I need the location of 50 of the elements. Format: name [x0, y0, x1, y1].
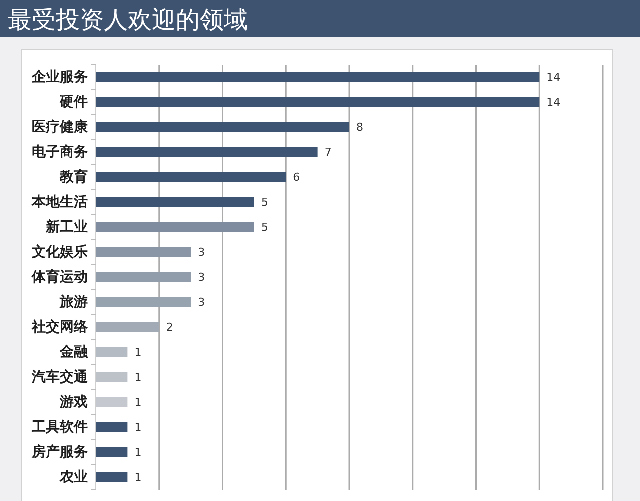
y-tick-label: 社交网络	[31, 318, 89, 336]
bar	[96, 98, 540, 108]
data-label: 1	[134, 371, 142, 384]
y-tick-label: 体育运动	[31, 268, 88, 286]
bar	[96, 198, 254, 208]
y-tick-label: 工具软件	[31, 420, 88, 436]
data-label: 1	[134, 446, 142, 459]
data-label: 5	[261, 196, 268, 209]
bar	[96, 222, 254, 232]
data-label: 1	[134, 471, 142, 484]
y-tick-label: 文化娱乐	[31, 244, 88, 260]
data-label: 5	[261, 221, 268, 234]
bar	[96, 72, 540, 82]
data-label: 3	[198, 271, 206, 284]
data-label: 3	[198, 246, 206, 259]
bar	[96, 472, 128, 482]
bar	[96, 348, 128, 358]
data-label: 14	[546, 71, 561, 84]
y-tick-label: 旅游	[59, 294, 88, 310]
bar	[96, 172, 286, 182]
data-label: 2	[166, 321, 174, 334]
bar	[96, 422, 128, 432]
y-tick-label: 金融	[59, 344, 89, 360]
bar	[96, 372, 128, 382]
y-tick-label: 教育	[59, 168, 88, 186]
data-label: 1	[134, 396, 142, 409]
y-tick-label: 农业	[59, 470, 88, 486]
y-tick-label: 游戏	[59, 394, 88, 410]
y-tick-label: 本地生活	[31, 194, 88, 210]
y-tick-label: 医疗健康	[32, 118, 89, 136]
y-tick-label: 新工业	[45, 218, 88, 236]
bar	[96, 148, 318, 158]
data-label: 8	[356, 121, 364, 134]
data-label: 1	[134, 346, 142, 359]
bar	[96, 298, 192, 308]
y-tick-label: 电子商务	[32, 144, 88, 160]
data-label: 14	[546, 96, 561, 109]
y-tick-label: 硬件	[59, 94, 88, 110]
y-tick-label: 房产服务	[31, 444, 88, 460]
data-label: 1	[134, 421, 142, 434]
y-tick-label: 汽车交通	[31, 368, 89, 386]
bar	[96, 448, 128, 458]
data-label: 3	[198, 296, 206, 309]
bar	[96, 272, 192, 282]
data-label: 7	[324, 146, 332, 159]
bar	[96, 122, 350, 132]
y-tick-label: 企业服务	[31, 70, 88, 86]
chart-title: 最受投资人欢迎的领域	[8, 6, 248, 34]
bar	[96, 248, 192, 258]
data-label: 6	[293, 171, 300, 184]
